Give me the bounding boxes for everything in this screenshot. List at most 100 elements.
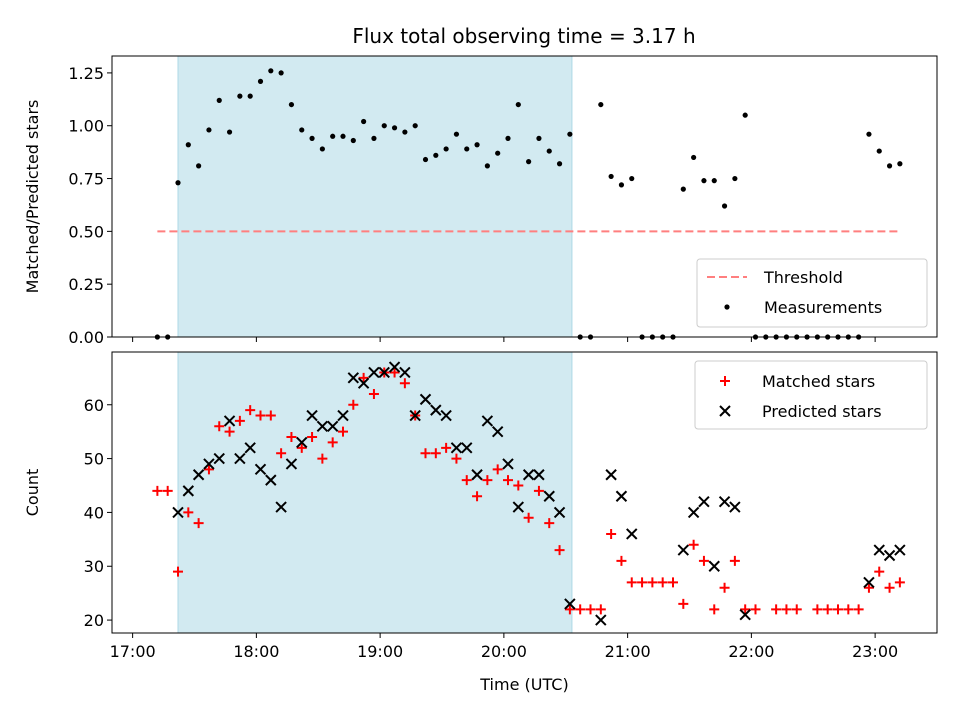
predicted-star-point bbox=[203, 458, 215, 470]
measurement-point bbox=[453, 131, 460, 137]
y-tick-label: 0.75 bbox=[68, 170, 104, 189]
ratio-panel-y-ticks: 0.00 0.25 0.50 0.75 1.00 1.25 bbox=[68, 64, 112, 347]
x-tick-label: 17:00 bbox=[110, 642, 156, 661]
measurement-point bbox=[412, 123, 418, 129]
measurement-point bbox=[536, 135, 542, 141]
ratio-panel: 0.00 0.25 0.50 0.75 1.00 1.25 Matched/Predict… bbox=[23, 55, 938, 347]
measurement-point bbox=[340, 133, 346, 139]
matched-star-point bbox=[317, 453, 328, 464]
predicted-star-point bbox=[615, 490, 628, 502]
matched-star-point bbox=[719, 582, 730, 593]
measurement-point bbox=[484, 163, 490, 169]
predicted-star-point bbox=[265, 474, 277, 486]
matched-star-point bbox=[203, 464, 214, 475]
matched-star-point bbox=[399, 378, 410, 389]
chart-title: Flux total observing time = 3.17 h bbox=[352, 24, 695, 48]
measurement-point bbox=[876, 148, 882, 154]
predicted-star-point bbox=[605, 469, 617, 481]
predicted-star-point bbox=[553, 506, 566, 519]
matched-star-point bbox=[430, 448, 441, 459]
observing-window-shade bbox=[177, 351, 573, 634]
predicted-star-point bbox=[378, 366, 390, 379]
matched-star-point bbox=[420, 448, 431, 459]
matched-star-point bbox=[482, 475, 493, 486]
predicted-star-point bbox=[873, 544, 885, 556]
legend-threshold-label: Threshold bbox=[763, 268, 843, 287]
measurement-point bbox=[897, 161, 903, 167]
predicted-star-point bbox=[543, 490, 555, 502]
measurement-point bbox=[433, 152, 439, 158]
matched-star-point bbox=[606, 528, 617, 539]
measurement-point bbox=[443, 146, 449, 152]
matched-star-point bbox=[307, 432, 318, 443]
measurement-point bbox=[629, 175, 635, 182]
matched-star-point bbox=[286, 432, 297, 443]
matched-star-point bbox=[595, 604, 606, 615]
predicted-star-point bbox=[502, 458, 514, 470]
predicted-star-point bbox=[595, 614, 607, 626]
matched-star-point bbox=[255, 410, 266, 421]
predicted-star-point bbox=[718, 495, 731, 508]
y-tick-label: 1.25 bbox=[68, 64, 104, 83]
matched-star-point bbox=[214, 421, 225, 432]
y-tick-label: 50 bbox=[84, 450, 104, 469]
measurement-point bbox=[886, 163, 893, 169]
matched-star-point bbox=[348, 399, 359, 410]
predicted-star-point bbox=[883, 549, 896, 562]
legend-predicted-label: Predicted stars bbox=[762, 402, 882, 421]
measurement-point bbox=[474, 142, 480, 148]
measurement-point bbox=[206, 127, 212, 133]
legend-predicted-swatch bbox=[719, 405, 731, 417]
measurement-point bbox=[608, 173, 614, 180]
x-tick-label: 19:00 bbox=[357, 642, 403, 661]
matched-star-point bbox=[224, 426, 235, 437]
measurement-point bbox=[691, 154, 697, 161]
predicted-star-point bbox=[296, 436, 308, 449]
matched-star-point bbox=[368, 388, 379, 399]
measurement-point bbox=[237, 93, 243, 99]
measurement-point bbox=[309, 135, 315, 141]
predicted-star-point bbox=[192, 469, 205, 481]
measurement-point bbox=[422, 156, 429, 163]
measurement-point bbox=[515, 101, 521, 108]
matched-star-point bbox=[874, 566, 885, 577]
matched-star-point bbox=[863, 582, 874, 593]
x-axis-label: Time (UTC) bbox=[479, 675, 568, 694]
measurement-point bbox=[618, 182, 625, 188]
matched-star-point bbox=[833, 604, 843, 615]
legend-measurement-label: Measurements bbox=[764, 298, 882, 317]
predicted-star-point bbox=[533, 469, 545, 481]
matched-star-point bbox=[564, 604, 575, 615]
predicted-star-point bbox=[677, 544, 690, 556]
predicted-star-point bbox=[471, 469, 483, 481]
matched-star-point bbox=[585, 604, 596, 615]
count-panel: 20 30 40 50 60 17:00 18:00 19:00 20:00 21:00 22:0… bbox=[23, 351, 938, 694]
matched-star-point bbox=[513, 480, 524, 491]
legend-box bbox=[696, 258, 928, 328]
count-panel-y-axis-label: Count bbox=[23, 469, 42, 517]
predicted-star-point bbox=[863, 576, 875, 589]
matched-star-point bbox=[461, 475, 472, 486]
predicted-star-point bbox=[461, 442, 473, 454]
matched-star-point bbox=[647, 577, 658, 588]
y-tick-label: 40 bbox=[84, 503, 104, 522]
measurement-point bbox=[175, 180, 181, 186]
matched-star-point bbox=[657, 577, 668, 588]
legend-box bbox=[694, 360, 928, 430]
measurement-point bbox=[680, 186, 686, 192]
measurement-point bbox=[330, 133, 336, 139]
y-tick-label: 20 bbox=[84, 611, 104, 630]
ratio-panel-y-axis-label: Matched/Predicted stars bbox=[23, 100, 42, 294]
measurement-point bbox=[721, 203, 728, 209]
predicted-star-point bbox=[285, 458, 298, 470]
matched-star-point bbox=[616, 555, 627, 566]
matched-star-point bbox=[193, 518, 204, 529]
legend-matched-label: Matched stars bbox=[762, 372, 875, 391]
x-tick-label: 20:00 bbox=[481, 642, 527, 661]
predicted-star-point bbox=[316, 420, 329, 432]
matched-star-point bbox=[853, 604, 864, 615]
ratio-panel-legend: Threshold Measurements bbox=[696, 258, 928, 328]
measurement-point bbox=[402, 129, 408, 135]
matched-star-point bbox=[884, 582, 895, 593]
count-panel-x-ticks: 17:00 18:00 19:00 20:00 21:00 22:00 23:00 bbox=[110, 633, 898, 661]
